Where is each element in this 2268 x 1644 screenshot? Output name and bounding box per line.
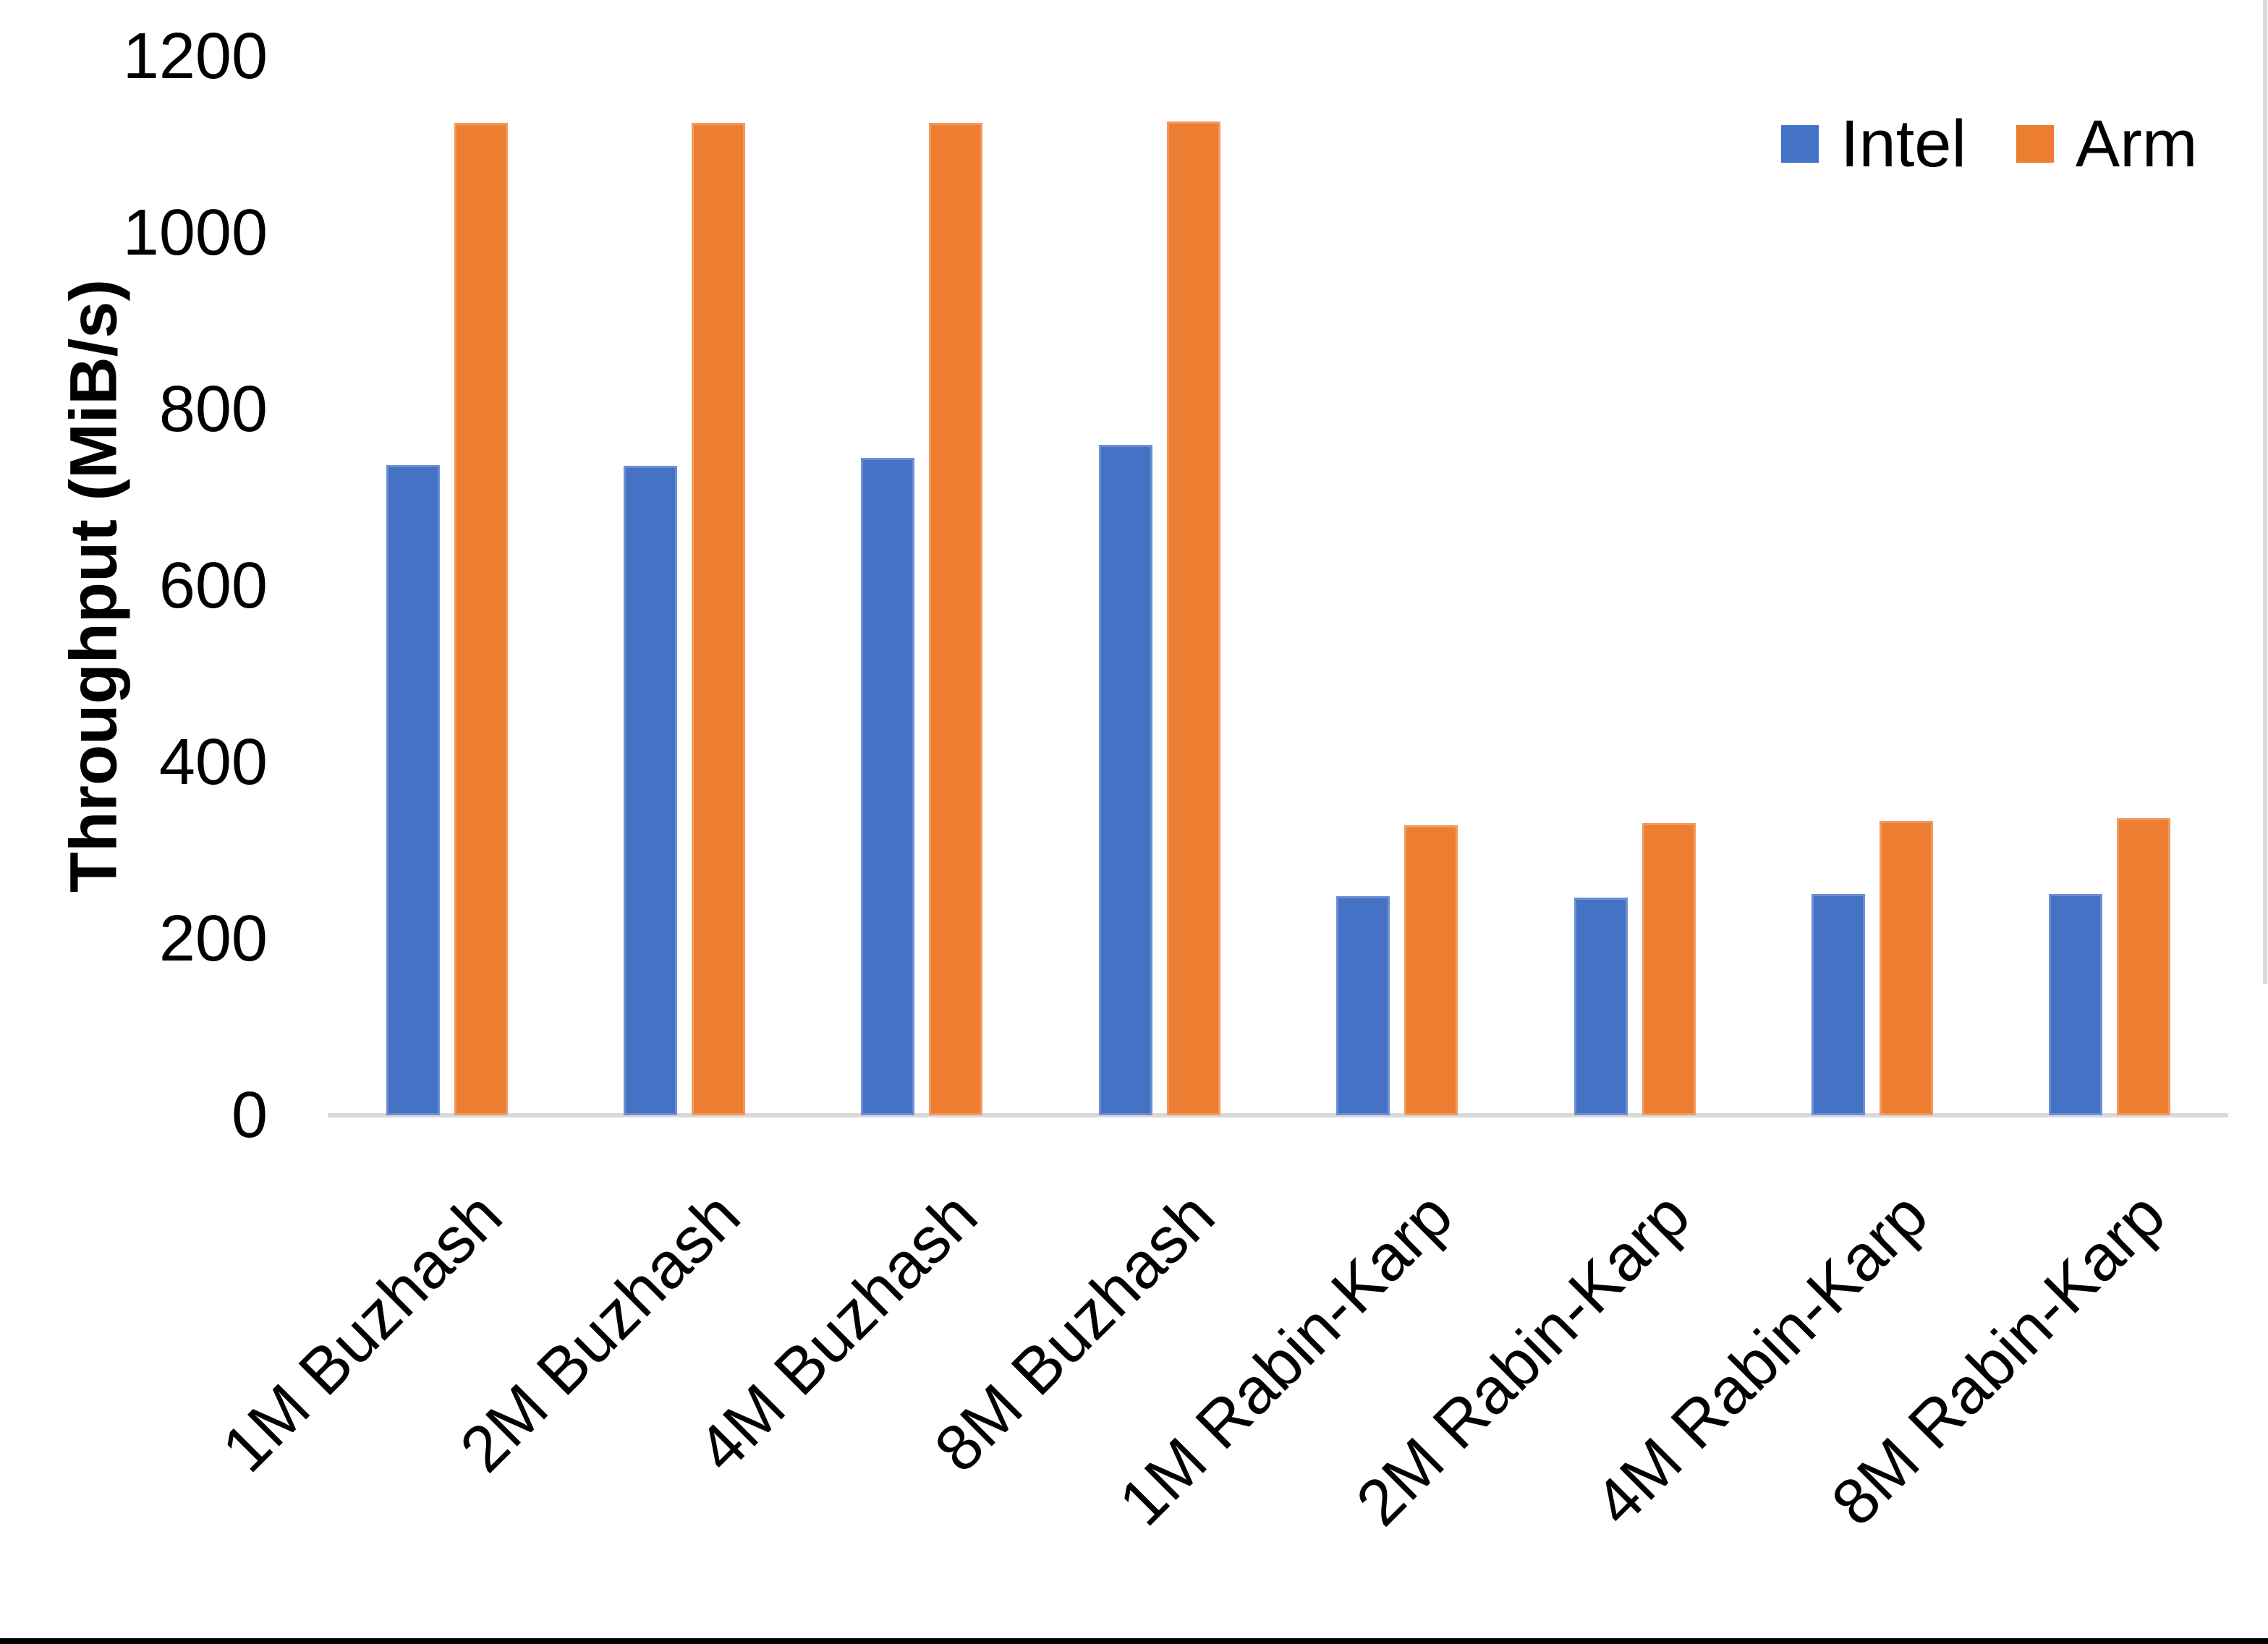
y-tick-label-800: 800 [158, 373, 268, 446]
bottom-edge-bar [0, 1638, 2268, 1644]
bar-arm-8m-rabin-karp [2117, 817, 2171, 1115]
bar-arm-1m-buzhash [454, 122, 508, 1115]
y-tick-label-0: 0 [231, 1079, 268, 1151]
x-axis-line [328, 1113, 2228, 1117]
arm-legend-label: Arm [2075, 107, 2198, 181]
bar-arm-2m-rabin-karp [1641, 823, 1696, 1115]
y-tick-label-600: 600 [158, 550, 268, 622]
bar-intel-4m-rabin-karp [1811, 893, 1865, 1115]
bar-arm-4m-buzhash [929, 122, 983, 1115]
bar-intel-8m-rabin-karp [2049, 893, 2103, 1115]
bar-intel-2m-rabin-karp [1573, 897, 1628, 1115]
intel-legend-label: Intel [1840, 107, 1966, 181]
bar-arm-8m-buzhash [1166, 122, 1220, 1115]
y-tick-label-1000: 1000 [122, 197, 268, 269]
legend-item-arm: Arm [2016, 108, 2198, 180]
legend: Intel Arm [1781, 108, 2198, 180]
bar-arm-1m-rabin-karp [1404, 825, 1458, 1115]
bar-intel-1m-buzhash [386, 464, 440, 1115]
intel-legend-swatch [1781, 125, 1819, 163]
legend-item-intel: Intel [1781, 108, 1966, 180]
y-tick-label-200: 200 [158, 903, 268, 975]
bar-arm-2m-buzhash [691, 122, 745, 1115]
bar-intel-8m-buzhash [1098, 444, 1152, 1115]
y-tick-label-1200: 1200 [122, 20, 268, 93]
arm-legend-swatch [2016, 125, 2054, 163]
bar-intel-1m-rabin-karp [1336, 896, 1390, 1115]
bar-intel-2m-buzhash [623, 466, 677, 1115]
right-edge-line [2263, 0, 2267, 984]
bar-arm-4m-rabin-karp [1879, 820, 1933, 1115]
bar-intel-4m-buzhash [861, 458, 915, 1115]
y-tick-label-400: 400 [158, 726, 268, 798]
